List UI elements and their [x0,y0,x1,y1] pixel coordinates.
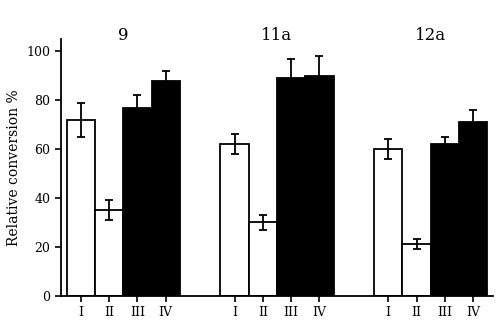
Bar [374,149,402,296]
Text: 12a: 12a [415,27,446,44]
Bar [95,210,123,296]
Bar [430,144,459,296]
Bar [123,108,152,296]
Bar [66,120,95,296]
Bar [306,76,334,296]
Y-axis label: Relative conversion %: Relative conversion % [7,89,21,246]
Bar [248,222,277,296]
Bar [220,144,248,296]
Bar [459,122,488,296]
Text: 9: 9 [118,27,128,44]
Bar [277,78,306,296]
Bar [402,244,430,296]
Bar [152,81,180,296]
Text: 11a: 11a [262,27,292,44]
